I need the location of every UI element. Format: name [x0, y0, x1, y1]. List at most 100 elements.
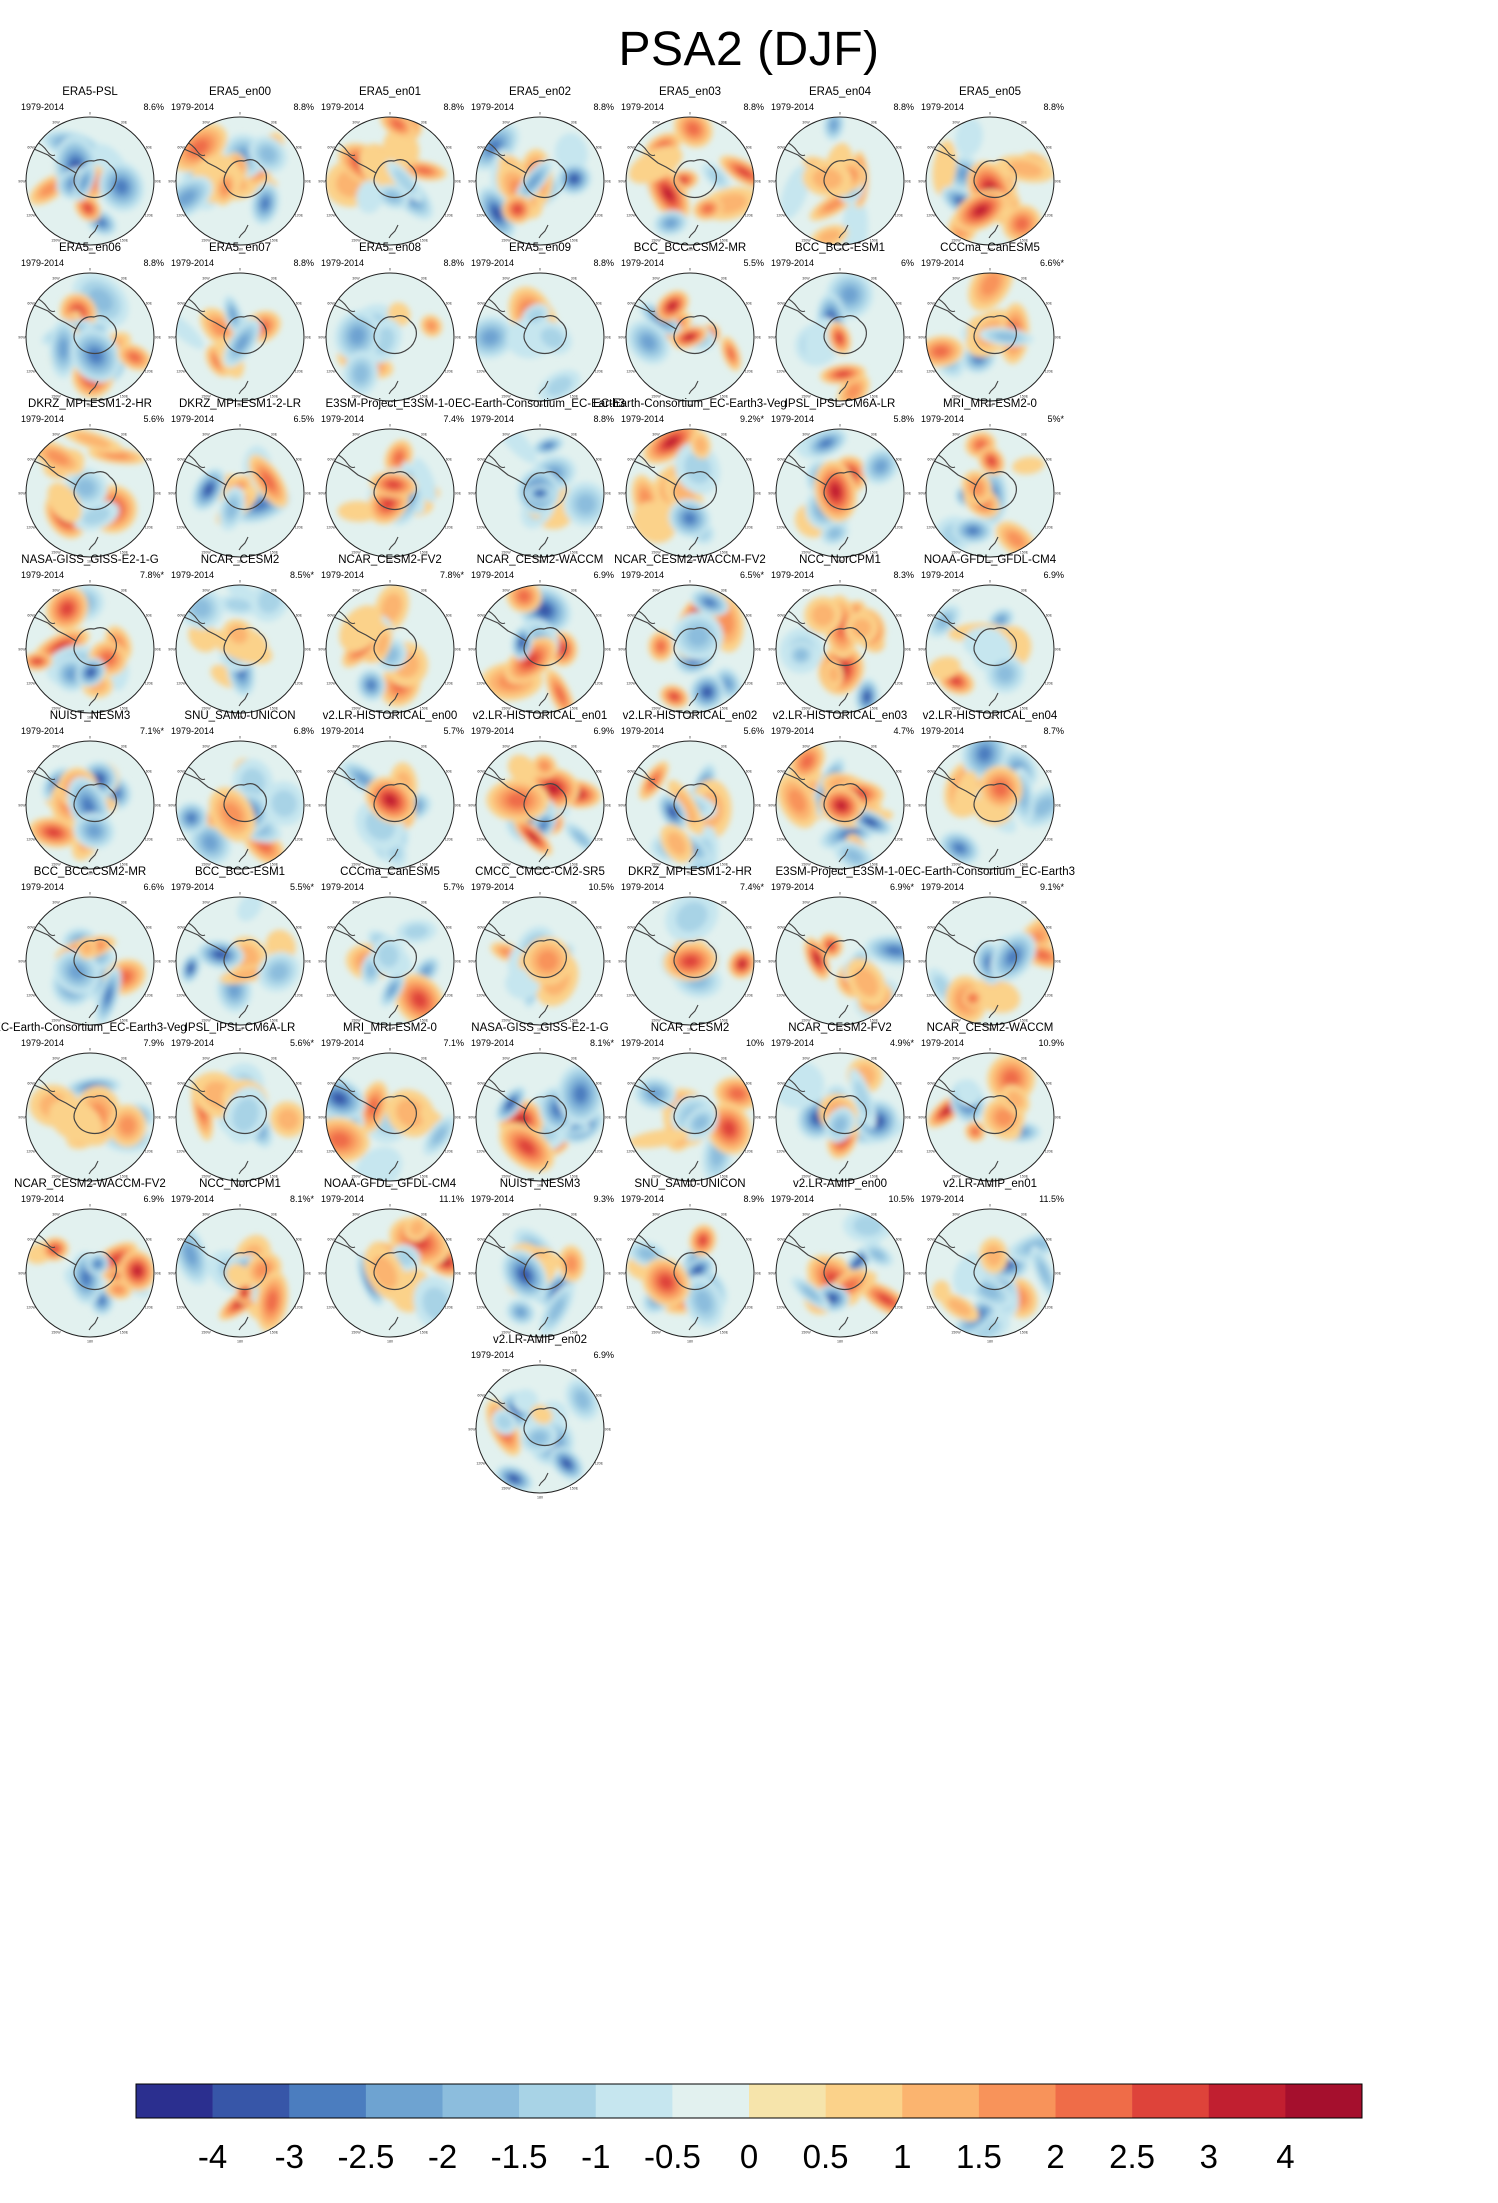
anomaly-contour [951, 677, 961, 685]
south-america-coastline [184, 608, 206, 625]
longitude-label: 90W [768, 1116, 776, 1120]
new-zealand-coastline [538, 380, 549, 395]
longitude-label: 90W [918, 336, 926, 340]
panel-title: NCAR_CESM2-WACCM [926, 1022, 1054, 1034]
longitude-label: 0 [839, 424, 841, 428]
panel-period: 1979-2014 [471, 258, 515, 268]
panel-title: v2.LR-HISTORICAL_en02 [622, 710, 758, 722]
longitude-label: 150E [720, 550, 729, 554]
longitude-label: 120W [926, 838, 936, 842]
longitude-label: 30E [721, 745, 728, 749]
longitude-label: 60W [177, 146, 185, 150]
longitude-label: 150W [501, 1018, 511, 1022]
anomaly-contour [1007, 531, 1025, 548]
longitude-label: 60E [596, 770, 603, 774]
longitude-label: 150W [351, 1330, 361, 1334]
antarctica-coastline [183, 148, 267, 199]
new-zealand-coastline [688, 1316, 699, 1331]
longitude-label: 150W [501, 706, 511, 710]
longitude-label: 30E [121, 745, 128, 749]
longitude-label: 150E [870, 706, 879, 710]
south-america-coastline [184, 296, 206, 313]
longitude-label: 150E [570, 1174, 579, 1178]
longitude-label: 120W [476, 1150, 486, 1154]
antarctica-coastline [483, 1084, 567, 1135]
new-zealand-coastline [388, 536, 399, 551]
south-america-coastline [634, 608, 656, 625]
longitude-label: 90W [318, 180, 326, 184]
map-border [25, 584, 155, 714]
longitude-label: 30W [52, 589, 60, 593]
panel-period: 1979-2014 [171, 882, 215, 892]
longitude-label: 0 [239, 1048, 241, 1052]
polar-map: 0 30E 60E 90E 120E 150E 180 150W 120W 90W 60W 30W [768, 1048, 911, 1188]
panel-variance-pct: 8.6% [143, 102, 164, 112]
panel-period: 1979-2014 [21, 414, 65, 424]
longitude-label: 180 [837, 248, 843, 252]
longitude-label: 180 [237, 248, 243, 252]
longitude-label: 120W [326, 370, 336, 374]
panel-title: MRI_MRI-ESM2-0 [343, 1022, 437, 1034]
longitude-label: 150E [870, 394, 879, 398]
map-border [325, 896, 455, 1026]
longitude-label: 120W [176, 370, 186, 374]
longitude-label: 30E [871, 121, 878, 125]
panel-title: CMCC_CMCC-CM2-SR5 [475, 866, 605, 878]
south-america-coastline [34, 1232, 56, 1249]
longitude-label: 120W [476, 370, 486, 374]
longitude-label: 60W [177, 614, 185, 618]
anomaly-contour [984, 1244, 1003, 1267]
anomaly-contour [996, 615, 1006, 624]
panel-variance-pct: 10.9% [1038, 1038, 1064, 1048]
longitude-label: 120W [26, 682, 36, 686]
longitude-label: 120W [926, 526, 936, 530]
longitude-label: 120E [895, 526, 904, 530]
panel-variance-pct: 8.9% [743, 1194, 764, 1204]
longitude-label: 180 [837, 1340, 843, 1344]
panel-title: NCAR_CESM2-FV2 [338, 554, 442, 566]
south-america-coastline [934, 920, 956, 937]
longitude-label: 30W [952, 277, 960, 281]
south-america-coastline [634, 296, 656, 313]
longitude-label: 0 [239, 268, 241, 272]
anomaly-contour [547, 783, 560, 794]
longitude-label: 60E [446, 302, 453, 306]
longitude-label: 30W [802, 1213, 810, 1217]
longitude-label: 150W [351, 1174, 361, 1178]
longitude-label: 60W [27, 302, 35, 306]
longitude-label: 120W [176, 1150, 186, 1154]
longitude-label: 30W [802, 433, 810, 437]
antarctica-coastline [333, 460, 417, 511]
longitude-label: 150W [201, 238, 211, 242]
longitude-label: 60E [746, 770, 753, 774]
longitude-label: 0 [839, 268, 841, 272]
anomaly-contour [97, 219, 106, 227]
panel-period: 1979-2014 [21, 1194, 65, 1204]
longitude-label: 150E [1020, 550, 1029, 554]
polar-map: 0 30E 60E 90E 120E 150E 180 150W 120W 90W 60W 30W [468, 1048, 611, 1188]
panel-title: ERA5_en01 [358, 86, 422, 98]
longitude-label: 120W [176, 838, 186, 842]
anomaly-contour [575, 1390, 590, 1409]
longitude-label: 0 [389, 1048, 391, 1052]
anomaly-contour [865, 818, 876, 826]
panel-variance-pct: 8.8% [293, 258, 314, 268]
longitude-label: 150E [270, 1018, 279, 1022]
anomaly-contour [412, 992, 427, 1008]
longitude-label: 120W [476, 838, 486, 842]
longitude-label: 120E [1045, 370, 1054, 374]
longitude-label: 120W [626, 214, 636, 218]
panel-title: NUIST_NESM3 [49, 710, 131, 722]
longitude-label: 180 [537, 1028, 543, 1032]
longitude-label: 120E [445, 526, 454, 530]
longitude-label: 150E [120, 550, 129, 554]
longitude-label: 120E [295, 370, 304, 374]
longitude-label: 60E [146, 926, 153, 930]
anomaly-contour [969, 995, 977, 1002]
anomaly-contour [496, 1414, 512, 1430]
new-zealand-coastline [538, 692, 549, 707]
new-zealand-coastline [88, 380, 99, 395]
polar-map: 0 30E 60E 90E 120E 150E 180 150W 120W 90W 60W 30W [618, 580, 761, 720]
longitude-label: 90E [605, 960, 612, 964]
longitude-label: 30W [802, 1057, 810, 1061]
